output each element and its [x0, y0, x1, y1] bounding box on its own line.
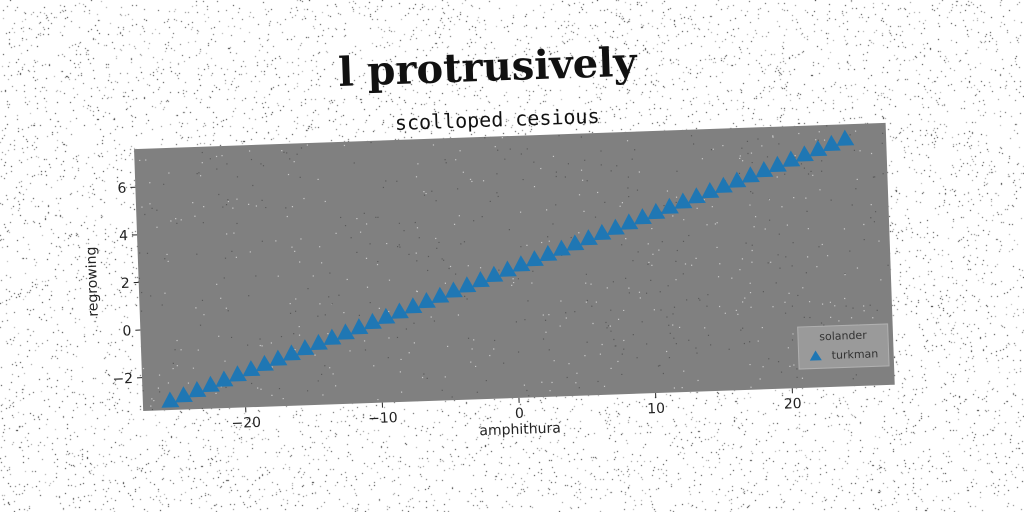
data-point — [174, 386, 193, 403]
data-point — [728, 171, 747, 188]
data-point — [498, 260, 517, 277]
chart-figure: l protrusively scolloped cesious −20 −10 0… — [83, 38, 895, 439]
data-point — [809, 140, 828, 157]
data-point — [431, 286, 450, 304]
legend-label-turkman: turkman — [831, 347, 878, 362]
data-point — [660, 197, 679, 214]
data-point — [593, 223, 612, 241]
data-point — [579, 229, 598, 246]
data-point — [566, 234, 585, 251]
x-tick-label: 20 — [784, 396, 802, 413]
data-point — [687, 187, 706, 204]
data-point — [822, 134, 841, 152]
data-point — [363, 312, 382, 330]
data-point — [242, 360, 261, 377]
plot-texture — [138, 125, 889, 411]
data-point — [201, 375, 220, 393]
x-tick-label: 0 — [515, 406, 524, 422]
data-point — [390, 302, 409, 319]
data-point — [633, 208, 652, 225]
data-point — [755, 161, 774, 178]
y-tick-label: 2 — [121, 276, 130, 292]
data-point — [417, 291, 436, 309]
data-point — [458, 276, 477, 293]
data-point — [404, 297, 423, 314]
data-point — [336, 323, 355, 340]
y-tick-label: −2 — [112, 371, 133, 388]
data-point — [188, 381, 207, 398]
y-axis-ticks: −2 0 2 4 6 — [112, 181, 143, 388]
series-turkman — [161, 129, 855, 408]
data-point — [512, 255, 531, 272]
legend-title: solander — [819, 329, 867, 344]
chart-title: l protrusively — [338, 38, 640, 95]
data-point — [606, 218, 625, 235]
legend-marker-turkman — [809, 350, 822, 361]
data-point — [309, 333, 328, 351]
data-point — [228, 365, 247, 382]
y-tick-label: 4 — [119, 228, 129, 244]
y-axis-label: regrowing — [83, 246, 101, 317]
data-point — [282, 344, 301, 361]
data-point — [215, 370, 234, 387]
data-point — [471, 271, 490, 288]
x-axis-label: amphithura — [479, 420, 561, 439]
data-point — [269, 349, 288, 366]
data-point — [552, 239, 571, 256]
data-point — [741, 166, 760, 183]
data-point — [647, 202, 666, 220]
x-axis-ticks: −20 −10 0 10 20 — [231, 388, 802, 432]
data-point — [539, 244, 558, 262]
data-point — [768, 155, 787, 173]
data-point — [620, 213, 639, 230]
data-point — [714, 176, 733, 194]
y-tick-label: 0 — [122, 323, 131, 339]
data-point — [525, 250, 544, 267]
legend-box — [797, 323, 890, 370]
data-point — [323, 328, 342, 345]
x-tick-label: −20 — [231, 415, 261, 432]
data-point — [782, 150, 801, 167]
data-point — [255, 354, 274, 372]
data-point — [701, 181, 720, 199]
data-point — [161, 391, 180, 408]
data-point — [444, 281, 463, 298]
x-tick-label: 10 — [647, 401, 665, 418]
x-tick-label: −10 — [368, 410, 398, 427]
data-point — [795, 145, 814, 162]
data-point — [296, 339, 315, 356]
data-point — [350, 318, 369, 335]
data-point — [836, 129, 855, 146]
chart-subtitle: scolloped cesious — [395, 104, 600, 135]
y-tick-label: 6 — [117, 181, 127, 197]
legend: solander turkman — [797, 323, 890, 370]
data-point — [674, 192, 693, 209]
data-point — [377, 307, 396, 324]
data-point — [485, 265, 504, 283]
